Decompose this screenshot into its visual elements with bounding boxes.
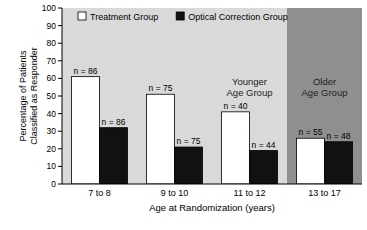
y-tick-label: 0 xyxy=(51,179,56,189)
legend-swatch xyxy=(176,12,184,20)
y-tick-label: 100 xyxy=(42,3,56,13)
y-tick xyxy=(58,113,62,114)
y-tick xyxy=(58,8,62,9)
y-tick xyxy=(58,43,62,44)
bars xyxy=(72,77,353,184)
y-tick xyxy=(58,78,62,79)
y-tick-label: 20 xyxy=(47,144,57,154)
y-tick-label: 30 xyxy=(47,126,57,136)
bar xyxy=(72,77,100,184)
n-label: n = 48 xyxy=(327,131,351,141)
y-axis-label-line: Classified as Responder xyxy=(29,47,39,145)
annotation: YoungerAge Group xyxy=(227,76,273,98)
legend-swatch xyxy=(78,12,86,20)
y-tick-label: 70 xyxy=(47,56,57,66)
annotation-line: Age Group xyxy=(227,87,273,98)
annotation: OlderAge Group xyxy=(302,76,348,98)
bar xyxy=(222,112,250,184)
bar xyxy=(100,128,128,184)
n-label: n = 55 xyxy=(299,127,323,137)
x-tick-label: 13 to 17 xyxy=(308,188,341,198)
y-tick xyxy=(58,184,62,185)
y-axis-label-line: Percentage of Patients xyxy=(18,50,28,142)
x-axis-label: Age at Randomization (years) xyxy=(149,202,275,213)
legend-label: Optical Correction Group xyxy=(188,12,288,22)
annotation-line: Older xyxy=(313,76,336,87)
annotation-line: Age Group xyxy=(302,87,348,98)
y-tick xyxy=(58,131,62,132)
x-tick-label: 9 to 10 xyxy=(161,188,189,198)
y-tick xyxy=(58,60,62,61)
region xyxy=(62,8,287,184)
x-tick-label: 7 to 8 xyxy=(88,188,111,198)
y-tick-label: 80 xyxy=(47,38,57,48)
region xyxy=(287,8,362,184)
n-label: n = 44 xyxy=(252,140,276,150)
legend-label: Treatment Group xyxy=(90,12,158,22)
bar xyxy=(147,94,175,184)
n-label: n = 86 xyxy=(74,66,98,76)
n-label: n = 75 xyxy=(149,83,173,93)
y-tick xyxy=(58,96,62,97)
y-tick xyxy=(58,166,62,167)
y-axis-label: Percentage of PatientsClassified as Resp… xyxy=(18,47,39,145)
y-tick-label: 50 xyxy=(47,91,57,101)
y-tick-label: 10 xyxy=(47,161,57,171)
bar xyxy=(325,142,353,184)
n-label: n = 40 xyxy=(224,101,248,111)
n-label: n = 86 xyxy=(102,117,126,127)
x-tick-label: 11 to 12 xyxy=(234,188,266,198)
bar xyxy=(297,138,325,184)
y-tick xyxy=(58,148,62,149)
y-tick-label: 90 xyxy=(47,21,57,31)
bar xyxy=(250,151,278,184)
chart: n = 86 n = 75 n = 40 n = 55 n = 86 n = 75 n = … xyxy=(0,0,367,230)
y-tick-label: 40 xyxy=(47,109,57,119)
bar xyxy=(175,147,203,184)
y-tick-label: 60 xyxy=(47,73,57,83)
annotation-line: Younger xyxy=(232,76,267,87)
y-tick xyxy=(58,25,62,26)
n-label: n = 75 xyxy=(177,136,201,146)
x-axis xyxy=(62,184,362,185)
